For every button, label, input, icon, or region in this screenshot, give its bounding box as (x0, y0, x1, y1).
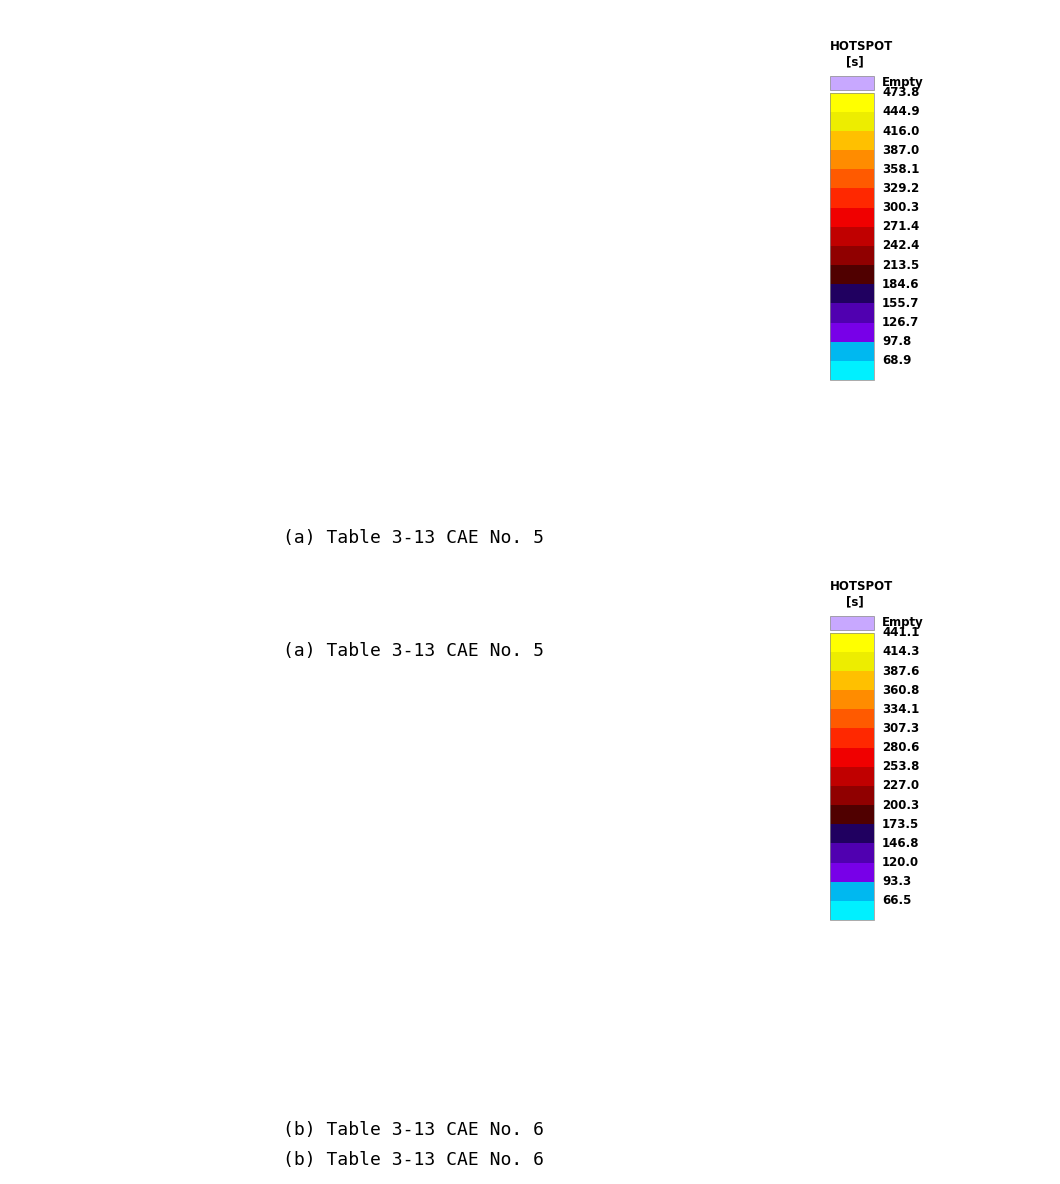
Text: 307.3: 307.3 (882, 722, 919, 735)
Bar (830, 901, 874, 920)
Bar (830, 862, 874, 882)
Text: 358.1: 358.1 (882, 163, 919, 175)
Text: 416.0: 416.0 (882, 124, 919, 137)
Bar (830, 227, 874, 246)
Bar (830, 824, 874, 843)
Bar (830, 169, 874, 188)
Text: 227.0: 227.0 (882, 779, 919, 792)
Text: (a) Table 3-13 CAE No. 5: (a) Table 3-13 CAE No. 5 (283, 642, 544, 661)
Text: 146.8: 146.8 (882, 837, 919, 850)
Bar (830, 246, 874, 265)
Bar (830, 843, 874, 862)
Text: 329.2: 329.2 (882, 182, 919, 195)
Bar (830, 786, 874, 805)
Text: 173.5: 173.5 (882, 818, 919, 831)
Bar (830, 92, 874, 111)
Bar (830, 747, 874, 767)
Text: [s]: [s] (846, 56, 864, 69)
Bar (830, 882, 874, 901)
Text: 66.5: 66.5 (882, 894, 912, 907)
Bar (830, 284, 874, 303)
Bar (830, 671, 874, 690)
Text: 184.6: 184.6 (882, 278, 919, 291)
Text: 68.9: 68.9 (882, 354, 912, 367)
Bar (830, 265, 874, 284)
Bar (830, 616, 874, 630)
Bar (830, 207, 874, 227)
Text: 213.5: 213.5 (882, 258, 919, 271)
Text: Empty: Empty (882, 617, 923, 630)
Text: 334.1: 334.1 (882, 703, 919, 716)
Text: 414.3: 414.3 (882, 645, 919, 658)
Text: 473.8: 473.8 (882, 86, 919, 99)
Text: [s]: [s] (846, 596, 864, 609)
Bar (830, 709, 874, 728)
Text: 360.8: 360.8 (882, 683, 919, 696)
Text: HOTSPOT: HOTSPOT (830, 40, 894, 53)
Text: 120.0: 120.0 (882, 856, 919, 869)
Text: 155.7: 155.7 (882, 297, 919, 310)
Text: 280.6: 280.6 (882, 741, 919, 754)
Bar (830, 767, 874, 786)
Bar (830, 728, 874, 747)
Text: 387.6: 387.6 (882, 664, 919, 677)
Bar (830, 361, 874, 380)
Text: 242.4: 242.4 (882, 239, 919, 252)
Bar (830, 111, 874, 131)
Bar (830, 690, 874, 709)
Text: Empty: Empty (882, 76, 923, 89)
Bar (830, 632, 874, 920)
Text: 271.4: 271.4 (882, 220, 919, 233)
Text: 444.9: 444.9 (882, 105, 920, 118)
Bar (830, 652, 874, 671)
Bar (830, 342, 874, 361)
Text: 441.1: 441.1 (882, 626, 919, 639)
Bar (830, 76, 874, 90)
Bar (830, 322, 874, 342)
Text: 253.8: 253.8 (882, 760, 919, 773)
Text: 93.3: 93.3 (882, 875, 912, 888)
Text: 300.3: 300.3 (882, 201, 919, 214)
Bar (830, 303, 874, 322)
Bar (830, 805, 874, 824)
Text: (b) Table 3-13 CAE No. 6: (b) Table 3-13 CAE No. 6 (283, 1120, 544, 1139)
Text: 126.7: 126.7 (882, 316, 919, 329)
Text: HOTSPOT: HOTSPOT (830, 580, 894, 593)
Text: (a) Table 3-13 CAE No. 5: (a) Table 3-13 CAE No. 5 (283, 528, 544, 547)
Bar (830, 632, 874, 652)
Bar (830, 131, 874, 150)
Text: 200.3: 200.3 (882, 798, 919, 811)
Bar (830, 188, 874, 207)
Bar (830, 150, 874, 169)
Bar (830, 92, 874, 380)
Text: (b) Table 3-13 CAE No. 6: (b) Table 3-13 CAE No. 6 (283, 1151, 544, 1170)
Text: 387.0: 387.0 (882, 143, 919, 156)
Text: 97.8: 97.8 (882, 335, 912, 348)
